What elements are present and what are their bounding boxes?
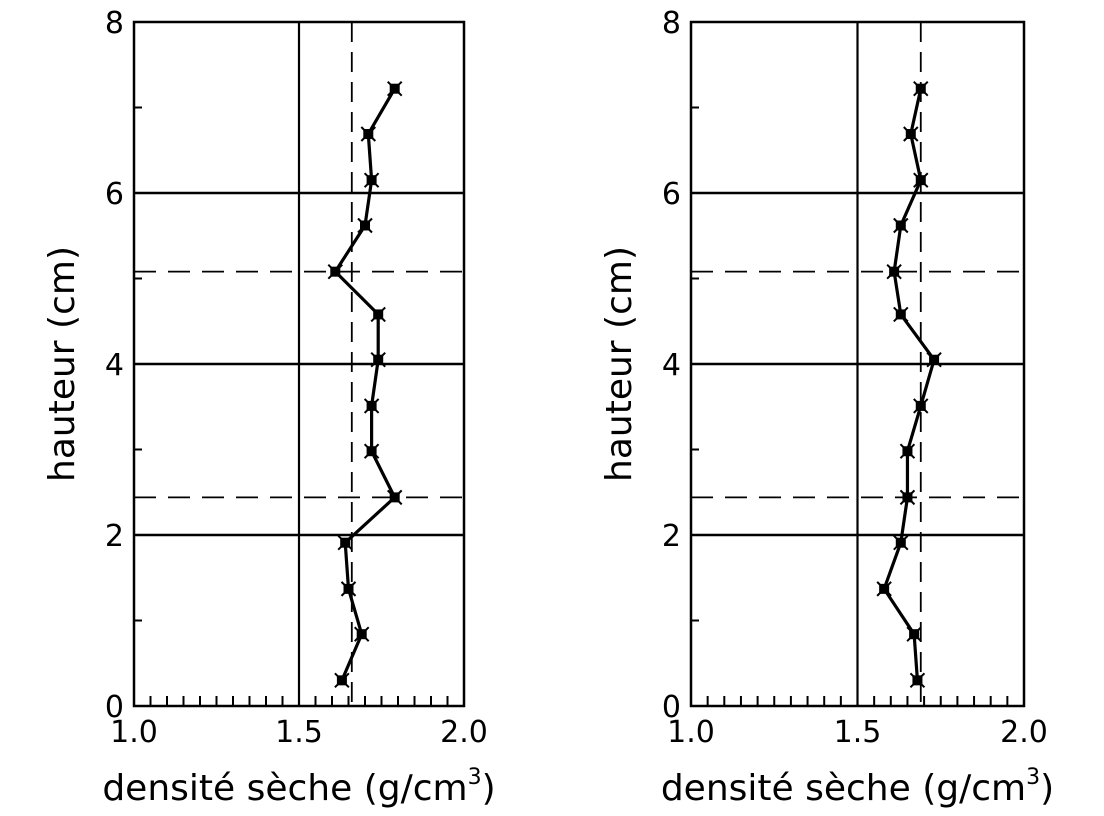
y-tick-label: 6 (662, 177, 681, 212)
data-point (363, 398, 380, 414)
data-point (926, 352, 942, 368)
data-point-cross (913, 398, 929, 414)
data-point-cross (909, 672, 926, 689)
data-point (903, 126, 919, 142)
data-point-cross (386, 489, 403, 506)
x-axis-title: densité sèche (g/cm3) (661, 765, 1054, 809)
x-tick-label: 1.0 (667, 715, 715, 750)
data-point-cross (893, 217, 909, 234)
x-tick-label: 1.5 (834, 715, 882, 750)
data-point-cross (363, 443, 380, 459)
data-point-cross (899, 489, 916, 506)
data-point (893, 306, 909, 323)
data-point (893, 217, 909, 234)
y-tick-label: 6 (105, 177, 124, 212)
x-tick-label: 1.5 (275, 715, 323, 750)
data-point (886, 263, 902, 280)
data-point (899, 443, 916, 459)
data-point-cross (334, 672, 350, 689)
data-point-cross (876, 581, 892, 597)
y-tick-label: 0 (662, 690, 681, 725)
data-point-cross (886, 263, 902, 280)
data-point (906, 626, 922, 642)
chart-right: 1.0 1.5 2.0 0 2 4 6 8 densité sèche (g/cm3) haute… (599, 6, 1054, 809)
y-tick-label: 8 (105, 6, 124, 41)
data-point (913, 398, 929, 414)
y-tick-label: 0 (105, 690, 124, 725)
data-point (357, 217, 373, 234)
y-tick-label: 2 (662, 519, 681, 554)
data-point (913, 80, 929, 97)
data-point-cross (360, 126, 377, 142)
chart-left: 1.0 1.5 2.0 0 2 4 6 8 densité sèche (g/cm3) haute… (42, 6, 496, 809)
x-axis-title-end: ) (482, 768, 496, 809)
data-point-cross (370, 352, 386, 368)
data-point-cross (386, 80, 403, 97)
data-point-cross (370, 306, 386, 323)
data-point-cross (357, 217, 373, 234)
data-point-cross (340, 581, 357, 597)
data-point-cross (903, 126, 919, 142)
data-point (327, 263, 344, 280)
y-tick-label: 4 (105, 348, 124, 383)
data-point (386, 489, 403, 506)
data-point (363, 443, 380, 459)
data-point-cross (363, 398, 380, 414)
data-point-cross (926, 352, 942, 368)
data-point (370, 306, 386, 323)
data-point (876, 581, 892, 597)
data-point-cross (363, 172, 380, 188)
data-point (353, 626, 370, 642)
y-tick-label: 2 (105, 519, 124, 554)
y-axis-title: hauteur (cm) (42, 246, 83, 482)
data-point (386, 80, 403, 97)
y-tick-label: 8 (662, 6, 681, 41)
x-axis-title-main: densité sèche (g/cm (661, 768, 1026, 809)
data-point (337, 534, 353, 551)
data-point (340, 581, 357, 597)
data-point (370, 352, 386, 368)
data-point-cross (899, 443, 916, 459)
data-point (909, 672, 926, 689)
x-tick-label: 2.0 (1000, 715, 1048, 750)
data-point-cross (913, 80, 929, 97)
series-line (333, 87, 397, 681)
data-point (360, 126, 377, 142)
data-point (363, 172, 380, 188)
data-point (334, 672, 350, 689)
x-axis-title: densité sèche (g/cm3) (102, 765, 495, 809)
data-point-cross (906, 626, 922, 642)
x-axis-title-end: ) (1040, 768, 1054, 809)
x-tick-label: 1.0 (110, 715, 158, 750)
data-point (893, 534, 909, 551)
y-tick-label: 4 (662, 348, 681, 383)
data-point-cross (893, 306, 909, 323)
x-axis-title-main: densité sèche (g/cm (102, 768, 467, 809)
data-point (899, 489, 916, 506)
x-axis-title-superscript: 3 (468, 765, 482, 790)
data-point-cross (913, 172, 929, 188)
data-point-cross (337, 534, 353, 551)
x-tick-label: 2.0 (440, 715, 488, 750)
data-point (913, 172, 929, 188)
data-point-cross (327, 263, 344, 280)
x-axis-title-superscript: 3 (1026, 765, 1040, 790)
data-point-cross (893, 534, 909, 551)
y-axis-title: hauteur (cm) (599, 246, 640, 482)
data-point-cross (353, 626, 370, 642)
series-line (882, 88, 936, 681)
